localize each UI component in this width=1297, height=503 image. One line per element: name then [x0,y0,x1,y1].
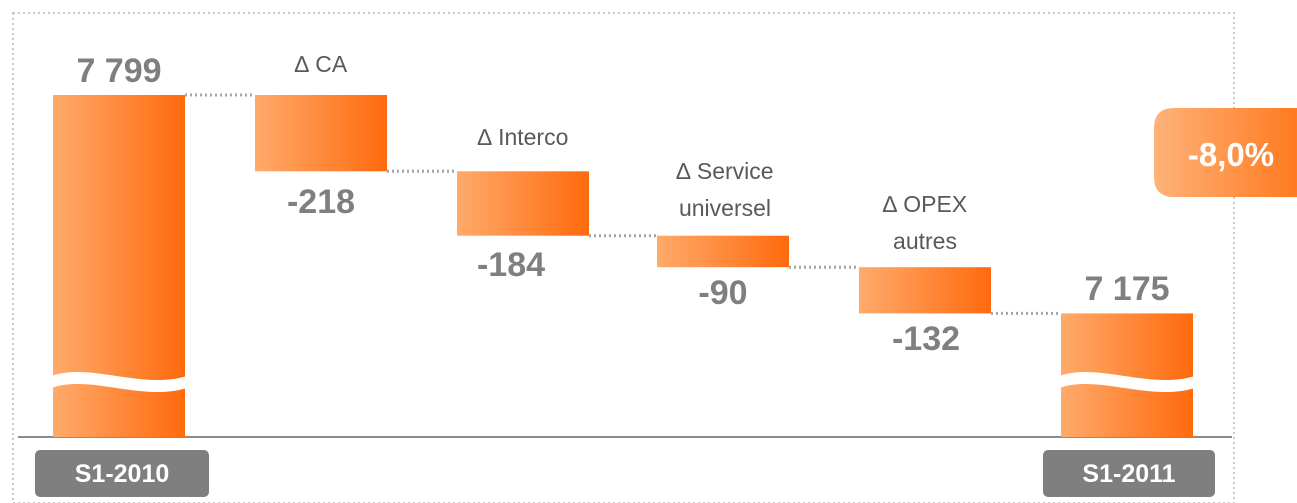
bar-delta-interco [457,171,589,236]
bar-delta-opex-autres [859,267,991,314]
axis-label-s1-2010-text: S1-2010 [75,460,170,488]
bars [51,95,1195,437]
category-label-delta-ca: ∆ CA [295,51,348,77]
category-label-delta-opex-line1: ∆ OPEX [883,191,967,217]
axis-break-s1-2011 [1059,371,1195,393]
axis-break-s1-2010 [51,371,187,393]
bar-delta-ca [255,95,387,172]
change-badge: -8,0% [1154,108,1297,197]
bar-connectors [185,93,1061,315]
category-label-delta-opex-line2: autres [893,228,957,254]
axis-label-s1-2011: S1-2011 [1043,450,1215,497]
category-label-delta-service-line1: ∆ Service [676,158,773,184]
category-label-delta-service-line2: universel [679,195,771,221]
category-label-delta-interco: ∆ Interco [478,124,569,150]
change-badge-label: -8,0% [1188,136,1274,173]
axis-label-s1-2010: S1-2010 [35,450,209,497]
value-label-delta-service-universel: -90 [698,274,747,312]
value-label-delta-interco: -184 [477,246,545,284]
value-label-s1-2010: 7 799 [76,52,161,90]
axis-label-s1-2011-text: S1-2011 [1082,460,1175,488]
value-label-delta-opex-autres: -132 [892,320,960,358]
value-labels: 7 799 -218 -184 -90 -132 7 175 [76,52,1169,358]
bar-delta-service-universel [657,235,789,268]
value-label-s1-2011: 7 175 [1084,270,1169,308]
category-labels: ∆ CA ∆ Interco ∆ Service universel ∆ OPE… [295,51,967,254]
value-label-delta-ca: -218 [287,183,355,221]
chart-frame [12,12,1235,503]
